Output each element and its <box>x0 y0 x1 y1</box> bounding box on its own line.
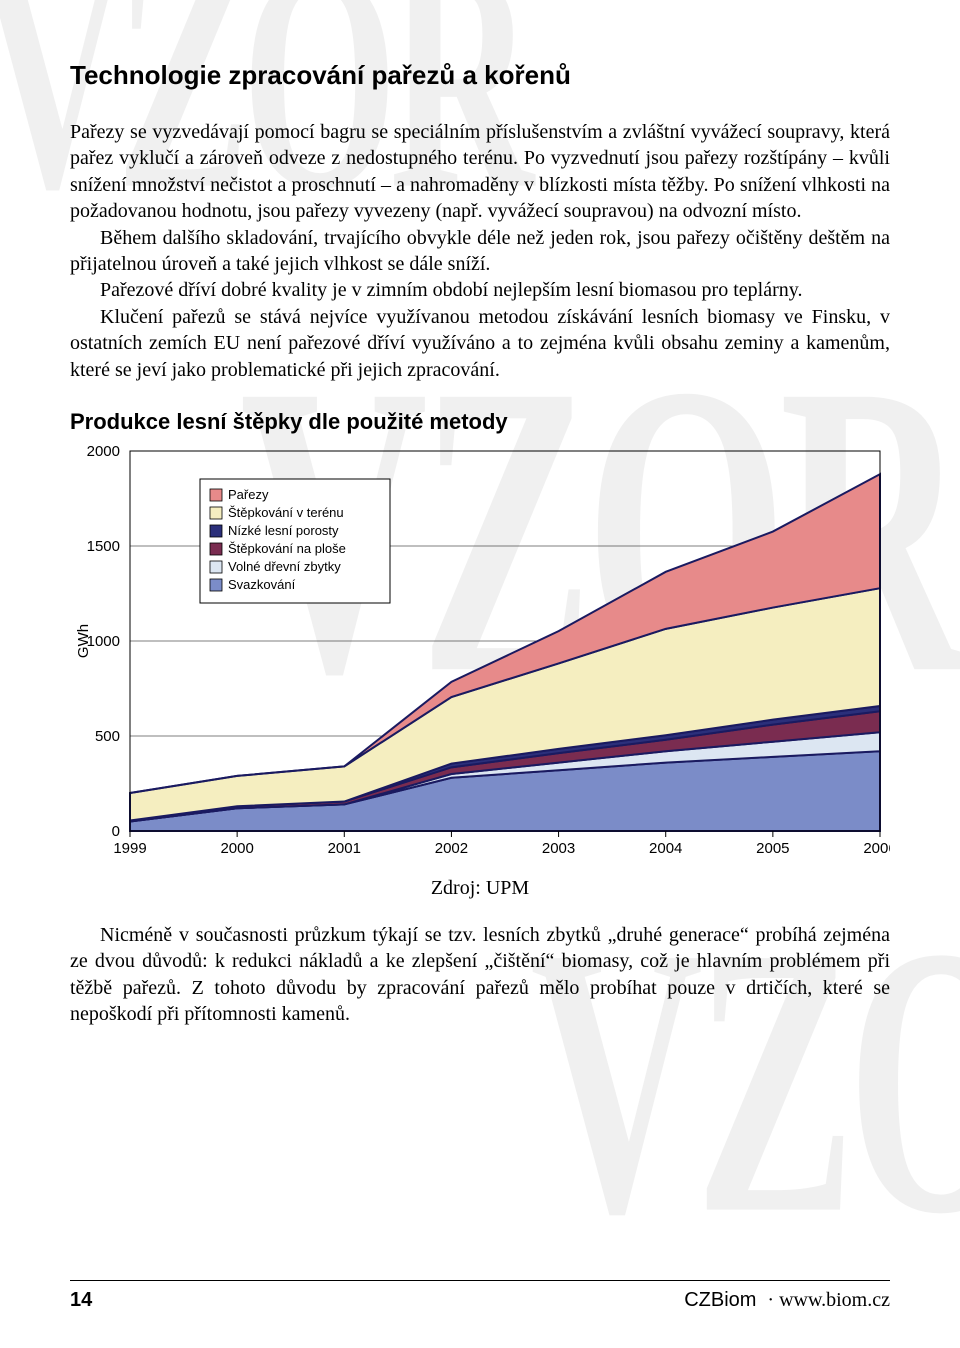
closing-paragraph: Nicméně v současnosti průzkum týkají se … <box>70 922 890 1028</box>
chart-source: Zdroj: UPM <box>70 877 890 900</box>
body-paragraph: Pařezové dříví dobré kvality je v zimním… <box>70 277 890 303</box>
svg-text:2006: 2006 <box>863 840 890 857</box>
legend-label: Štěpkování na ploše <box>228 541 346 556</box>
legend-swatch <box>210 489 222 501</box>
svg-text:2005: 2005 <box>756 840 789 857</box>
stacked-area-chart: 0500100015002000199920002001200220032004… <box>70 441 890 871</box>
legend-swatch <box>210 525 222 537</box>
page-footer: 14 CZBiom · www.biom.cz <box>70 1280 890 1312</box>
svg-text:2002: 2002 <box>435 840 468 857</box>
legend-label: Nízké lesní porosty <box>228 523 339 538</box>
svg-text:2000: 2000 <box>220 840 253 857</box>
svg-text:2004: 2004 <box>649 840 682 857</box>
chart-title: Produkce lesní štěpky dle použité metody <box>70 409 890 435</box>
legend-swatch <box>210 507 222 519</box>
body-paragraph: Klučení pařezů se stává nejvíce využívan… <box>70 304 890 383</box>
body-paragraph: Během dalšího skladování, trvajícího obv… <box>70 225 890 278</box>
svg-text:1999: 1999 <box>113 840 146 857</box>
legend-label: Pařezy <box>228 487 269 502</box>
svg-text:1500: 1500 <box>87 538 120 555</box>
footer-site: CZBiom · www.biom.cz <box>684 1289 890 1312</box>
legend-swatch <box>210 579 222 591</box>
legend-label: Štěpkování v terénu <box>228 505 344 520</box>
footer-url: www.biom.cz <box>779 1289 890 1311</box>
legend-swatch <box>210 561 222 573</box>
svg-text:0: 0 <box>112 823 120 840</box>
svg-text:2000: 2000 <box>87 443 120 460</box>
body-paragraph: Pařezy se vyzvedávají pomocí bagru se sp… <box>70 119 890 225</box>
chart-container: 0500100015002000199920002001200220032004… <box>70 441 890 871</box>
svg-text:GWh: GWh <box>75 624 92 658</box>
legend-label: Volné dřevní zbytky <box>228 559 341 574</box>
svg-text:2003: 2003 <box>542 840 575 857</box>
page-title: Technologie zpracování pařezů a kořenů <box>70 60 890 91</box>
legend-label: Svazkování <box>228 577 296 592</box>
document-page: VZOR VZOR VZOR Technologie zpracování pa… <box>0 0 960 1348</box>
footer-separator: · <box>767 1289 774 1311</box>
svg-text:500: 500 <box>95 728 120 745</box>
footer-brand: CZBiom <box>684 1289 756 1311</box>
svg-text:2001: 2001 <box>328 840 361 857</box>
legend-swatch <box>210 543 222 555</box>
page-number: 14 <box>70 1289 92 1312</box>
